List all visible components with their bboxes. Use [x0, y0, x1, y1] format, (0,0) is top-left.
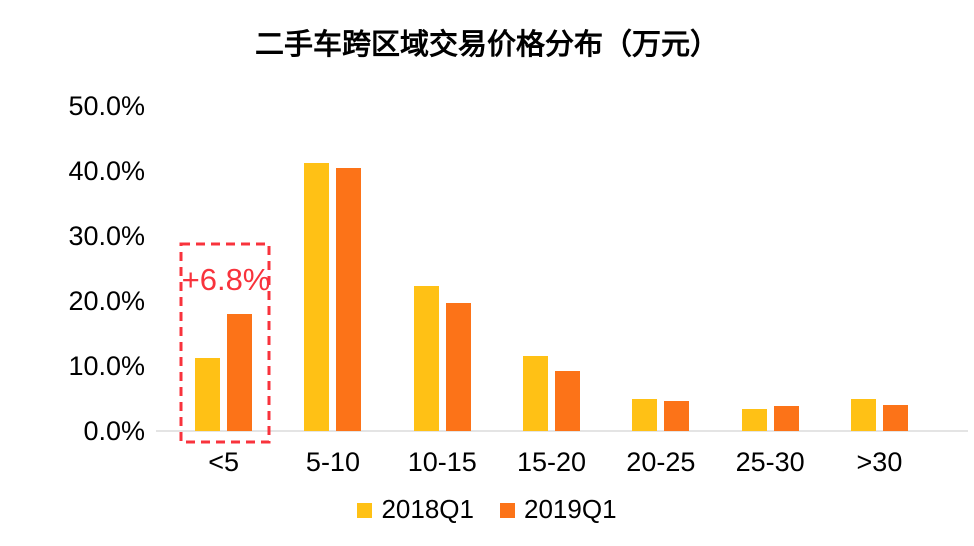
bar-2019q1-<5	[227, 314, 253, 431]
x-axis-category-label: >30	[856, 447, 903, 477]
y-axis-tick-label: 30.0%	[68, 221, 145, 251]
y-axis-tick-label: 50.0%	[68, 91, 145, 121]
bar-2018q1-20-25	[632, 399, 658, 431]
bar-2018q1-10-15	[413, 286, 439, 431]
chart-title: 二手车跨区域交易价格分布（万元）	[254, 29, 719, 61]
legend-swatch-icon	[500, 502, 515, 518]
bar-2019q1-20-25	[664, 401, 690, 431]
y-axis-tick-label: 40.0%	[68, 156, 145, 186]
legend-item-2019q1: 2019Q1	[500, 494, 617, 524]
bar-2018q1-5-10	[304, 162, 330, 431]
x-axis-category-label: 20-25	[626, 447, 696, 477]
x-axis-category-label: 25-30	[735, 447, 805, 477]
x-axis-category-label: <5	[208, 447, 240, 477]
highlight-box	[179, 242, 271, 444]
bar-2019q1-5-10	[336, 167, 362, 431]
bar-2018q1-25-30	[741, 408, 767, 431]
legend-label: 2018Q1	[381, 494, 474, 524]
bar-2019q1->30	[882, 405, 908, 431]
x-axis-category-label: 5-10	[305, 447, 360, 477]
y-axis-tick-label: 20.0%	[68, 286, 145, 316]
legend: 2018Q1 2019Q1	[0, 493, 974, 525]
x-axis-line	[156, 430, 968, 432]
legend-item-2018q1: 2018Q1	[357, 494, 474, 524]
bar-2018q1-15-20	[523, 355, 549, 431]
bar-2019q1-25-30	[773, 405, 799, 431]
dashed-rect-icon	[179, 242, 271, 444]
legend-swatch-icon	[357, 502, 373, 518]
bar-2019q1-10-15	[445, 302, 471, 431]
bar-2018q1->30	[850, 398, 876, 431]
legend-label: 2019Q1	[524, 494, 617, 524]
bar-2018q1-<5	[195, 358, 221, 431]
bar-2019q1-15-20	[555, 371, 581, 431]
x-axis-category-label: 15-20	[517, 447, 587, 477]
y-axis-tick-label: 0.0%	[83, 416, 145, 446]
y-axis-tick-label: 10.0%	[68, 351, 145, 381]
x-axis-category-label: 10-15	[407, 447, 477, 477]
annotation-delta-label: +6.8%	[181, 262, 271, 297]
